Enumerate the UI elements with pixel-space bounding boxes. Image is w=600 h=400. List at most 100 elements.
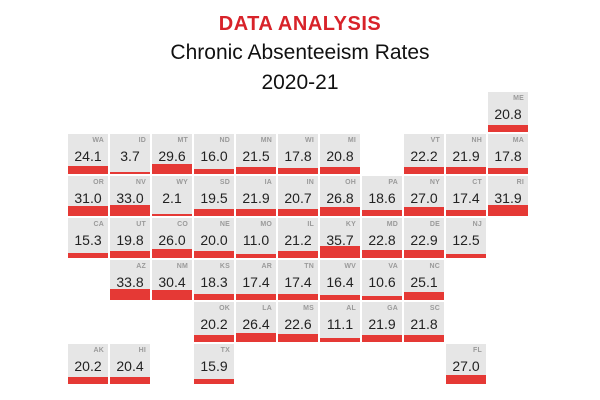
state-value-bar xyxy=(110,172,150,174)
state-value: 19.8 xyxy=(116,232,144,248)
state-value-bar xyxy=(68,206,108,216)
state-abbr: PA xyxy=(388,179,398,186)
state-abbr: CA xyxy=(93,221,104,228)
state-tile-ct: CT 17.4 xyxy=(446,176,486,216)
state-value: 30.4 xyxy=(158,274,186,290)
state-value-bar xyxy=(68,166,108,174)
state-tile-mn: MN 21.5 xyxy=(236,134,276,174)
state-value-bar xyxy=(404,207,444,216)
state-value-bar xyxy=(320,295,360,300)
state-value-bar xyxy=(236,294,276,300)
state-tile-de: DE 22.9 xyxy=(404,218,444,258)
state-value-bar xyxy=(488,205,528,216)
state-abbr: MO xyxy=(260,221,272,228)
state-abbr: MT xyxy=(177,137,188,144)
state-value: 33.0 xyxy=(116,190,144,206)
state-value-bar xyxy=(362,210,402,216)
state-tile-in: IN 20.7 xyxy=(278,176,318,216)
state-abbr: NC xyxy=(429,263,440,270)
chart-header: DATA ANALYSIS Chronic Absenteeism Rates … xyxy=(0,10,600,98)
chart-years: 2020-21 xyxy=(261,71,339,94)
state-tile-co: CO 26.0 xyxy=(152,218,192,258)
state-value: 21.5 xyxy=(242,148,270,164)
state-tile-il: IL 21.2 xyxy=(278,218,318,258)
state-tile-ms: MS 22.6 xyxy=(278,302,318,342)
state-value-bar xyxy=(236,333,276,342)
state-value: 21.9 xyxy=(452,148,480,164)
state-abbr: NY xyxy=(429,179,440,186)
state-value: 25.1 xyxy=(410,274,438,290)
state-tile-nd: ND 16.0 xyxy=(194,134,234,174)
state-abbr: RI xyxy=(516,179,524,186)
state-value: 18.3 xyxy=(200,274,228,290)
state-tile-mo: MO 11.0 xyxy=(236,218,276,258)
state-value-bar xyxy=(194,209,234,216)
state-value-bar xyxy=(278,209,318,216)
state-value: 22.8 xyxy=(368,232,396,248)
state-abbr: GA xyxy=(387,305,398,312)
state-value: 26.8 xyxy=(326,190,354,206)
state-value-bar xyxy=(488,168,528,174)
state-value: 3.7 xyxy=(120,148,140,164)
state-value: 16.4 xyxy=(326,274,354,290)
state-abbr: AK xyxy=(93,347,104,354)
state-value: 26.0 xyxy=(158,232,186,248)
state-value-bar xyxy=(446,210,486,216)
state-abbr: TX xyxy=(220,347,230,354)
state-abbr: CO xyxy=(177,221,188,228)
state-value-bar xyxy=(488,125,528,132)
state-value-bar xyxy=(446,375,486,384)
state-value: 11.1 xyxy=(326,316,354,332)
state-value: 15.3 xyxy=(74,232,102,248)
state-value-bar xyxy=(278,251,318,258)
state-tile-or: OR 31.0 xyxy=(68,176,108,216)
state-abbr: AL xyxy=(346,305,356,312)
state-value: 22.6 xyxy=(284,316,312,332)
chart-title: Chronic Absenteeism Rates xyxy=(170,41,430,64)
state-tile-va: VA 10.6 xyxy=(362,260,402,300)
state-abbr: MI xyxy=(347,137,356,144)
kicker-label: DATA ANALYSIS xyxy=(218,13,382,35)
state-tile-ne: NE 20.0 xyxy=(194,218,234,258)
state-value: 17.8 xyxy=(284,148,312,164)
state-value-bar xyxy=(362,250,402,258)
state-value-bar xyxy=(152,164,192,174)
state-abbr: AZ xyxy=(136,263,146,270)
state-abbr: MN xyxy=(260,137,272,144)
state-abbr: KY xyxy=(345,221,356,228)
state-abbr: IN xyxy=(306,179,314,186)
state-value: 26.4 xyxy=(242,316,270,332)
state-abbr: FL xyxy=(473,347,482,354)
state-abbr: HI xyxy=(138,347,146,354)
state-tile-ga: GA 21.9 xyxy=(362,302,402,342)
state-value-bar xyxy=(194,169,234,174)
state-value: 33.8 xyxy=(116,274,144,290)
state-abbr: OR xyxy=(93,179,104,186)
state-tile-fl: FL 27.0 xyxy=(446,344,486,384)
state-abbr: MA xyxy=(512,137,524,144)
state-tile-nc: NC 25.1 xyxy=(404,260,444,300)
state-tile-ny: NY 27.0 xyxy=(404,176,444,216)
state-tile-nm: NM 30.4 xyxy=(152,260,192,300)
state-tile-ky: KY 35.7 xyxy=(320,218,360,258)
state-tile-sd: SD 19.5 xyxy=(194,176,234,216)
state-value-bar xyxy=(110,377,150,384)
state-value-bar xyxy=(404,292,444,300)
state-value-bar xyxy=(278,168,318,174)
state-abbr: WA xyxy=(92,137,104,144)
state-abbr: OK xyxy=(219,305,230,312)
state-tile-pa: PA 18.6 xyxy=(362,176,402,216)
state-abbr: ID xyxy=(138,137,146,144)
state-value-bar xyxy=(236,167,276,174)
state-tile-ca: CA 15.3 xyxy=(68,218,108,258)
state-abbr: SC xyxy=(429,305,440,312)
state-value: 17.8 xyxy=(494,148,522,164)
state-value: 20.4 xyxy=(116,358,144,374)
state-abbr: OH xyxy=(345,179,356,186)
state-tile-la: LA 26.4 xyxy=(236,302,276,342)
state-value-bar xyxy=(110,289,150,300)
state-abbr: LA xyxy=(262,305,272,312)
state-value: 21.9 xyxy=(368,316,396,332)
state-value-bar xyxy=(404,167,444,174)
